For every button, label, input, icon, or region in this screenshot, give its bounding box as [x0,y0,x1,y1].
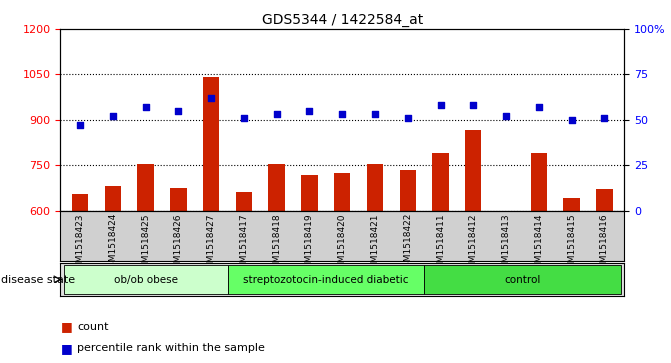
Text: control: control [504,274,541,285]
Bar [138,164,154,211]
Text: GSM1518424: GSM1518424 [108,213,117,273]
Point [599,115,610,121]
Bar [105,186,121,211]
Bar [399,170,416,211]
Point [238,115,249,121]
Point [533,104,544,110]
Point [468,102,478,108]
Point [403,115,413,121]
Bar [72,194,89,211]
Bar [596,189,613,211]
Bar [236,192,252,211]
Text: ob/ob obese: ob/ob obese [113,274,178,285]
Bar [424,265,621,294]
Text: streptozotocin-induced diabetic: streptozotocin-induced diabetic [243,274,409,285]
Point [435,102,446,108]
Text: GSM1518421: GSM1518421 [370,213,380,274]
Text: GSM1518415: GSM1518415 [567,213,576,274]
Point [304,108,315,114]
Bar [367,164,383,211]
Point [206,95,217,101]
Text: percentile rank within the sample: percentile rank within the sample [77,343,265,354]
Text: GSM1518412: GSM1518412 [469,213,478,274]
Text: count: count [77,322,109,332]
Bar [531,153,547,211]
Text: disease state: disease state [1,274,74,285]
Bar [227,265,424,294]
Text: GSM1518411: GSM1518411 [436,213,445,274]
Point [173,108,184,114]
Text: GSM1518427: GSM1518427 [207,213,215,274]
Point [107,113,118,119]
Point [140,104,151,110]
Text: ■: ■ [60,320,72,333]
Point [337,111,348,117]
Bar [170,188,187,211]
Text: GSM1518414: GSM1518414 [534,213,544,274]
Point [370,111,380,117]
Point [501,113,511,119]
Point [271,111,282,117]
Text: GSM1518423: GSM1518423 [76,213,85,274]
Text: GSM1518417: GSM1518417 [240,213,248,274]
Bar [564,199,580,211]
Bar [203,77,219,211]
Text: GSM1518420: GSM1518420 [338,213,347,274]
Bar [301,175,317,211]
Text: ■: ■ [60,342,72,355]
Text: GSM1518413: GSM1518413 [501,213,511,274]
Point [566,117,577,123]
Text: GSM1518418: GSM1518418 [272,213,281,274]
Bar [432,153,449,211]
Bar [268,164,285,211]
Text: GSM1518416: GSM1518416 [600,213,609,274]
Bar [64,265,227,294]
Point [74,122,85,128]
Bar [334,173,350,211]
Text: GSM1518426: GSM1518426 [174,213,183,274]
Text: GSM1518425: GSM1518425 [141,213,150,274]
Text: GSM1518419: GSM1518419 [305,213,314,274]
Title: GDS5344 / 1422584_at: GDS5344 / 1422584_at [262,13,423,26]
Bar [465,130,482,211]
Text: GSM1518422: GSM1518422 [403,213,412,273]
